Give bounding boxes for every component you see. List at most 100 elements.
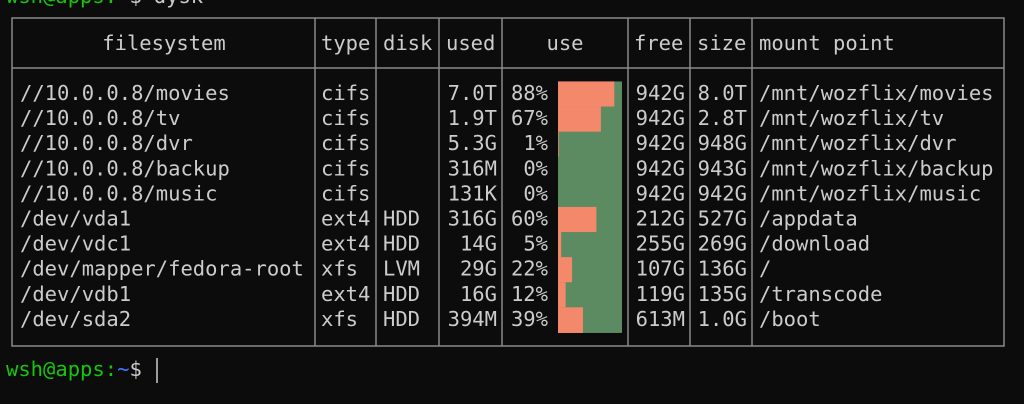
used-cell: 1.9T	[448, 106, 497, 130]
use-percent: 0%	[523, 156, 548, 180]
used-cell: 316M	[448, 156, 497, 180]
column-header: disk	[383, 31, 433, 55]
prompt-user: wsh@apps	[6, 357, 105, 381]
size-cell: 943G	[698, 156, 747, 180]
use-percent: 88%	[511, 81, 549, 105]
used-cell: 5.3G	[448, 131, 497, 155]
mount-cell: /download	[759, 232, 870, 256]
column-header: size	[697, 31, 746, 55]
free-cell: 119G	[636, 282, 685, 306]
column-header: free	[634, 31, 683, 55]
column-header: filesystem	[102, 31, 225, 55]
mount-cell: /transcode	[759, 282, 882, 306]
disk-cell: HDD	[383, 282, 420, 306]
size-cell: 527G	[698, 207, 747, 231]
usage-bar-track	[558, 282, 622, 308]
column-header: use	[546, 31, 583, 55]
prompt-symbol: $	[129, 357, 141, 381]
use-percent: 12%	[511, 282, 549, 306]
use-percent: 67%	[511, 106, 549, 130]
mount-cell: /boot	[759, 307, 821, 331]
mount-cell: /appdata	[759, 207, 858, 231]
column-header: type	[321, 31, 370, 55]
used-cell: 131K	[448, 181, 498, 205]
type-cell: cifs	[321, 106, 370, 130]
filesystem-cell: /dev/mapper/fedora-root	[20, 257, 304, 281]
free-cell: 255G	[636, 232, 685, 256]
prompt-path: ~	[117, 357, 129, 381]
use-percent: 5%	[523, 232, 548, 256]
used-cell: 14G	[460, 232, 497, 256]
size-cell: 8.0T	[698, 81, 747, 105]
filesystem-cell: //10.0.0.8/music	[20, 181, 217, 205]
size-cell: 2.8T	[698, 106, 747, 130]
mount-cell: /	[759, 257, 771, 281]
filesystem-cell: //10.0.0.8/backup	[20, 156, 230, 180]
size-cell: 1.0G	[698, 307, 747, 331]
use-percent: 60%	[511, 207, 549, 231]
table-border	[11, 17, 1005, 347]
size-cell: 269G	[698, 232, 747, 256]
column-header: used	[446, 31, 495, 55]
prompt-path: ~	[117, 0, 129, 8]
disk-cell: HDD	[383, 232, 420, 256]
filesystem-cell: //10.0.0.8/dvr	[20, 131, 193, 155]
prompt-sep: :	[105, 0, 117, 8]
usage-bar	[558, 282, 566, 308]
use-percent: 39%	[511, 307, 549, 331]
size-cell: 136G	[698, 257, 747, 281]
mount-cell: /mnt/wozflix/dvr	[759, 131, 956, 155]
type-cell: xfs	[321, 257, 358, 281]
free-cell: 942G	[636, 81, 685, 105]
size-cell: 135G	[698, 282, 747, 306]
prompt: wsh@apps:~$	[6, 357, 142, 381]
used-cell: 16G	[460, 282, 497, 306]
size-cell: 942G	[698, 181, 747, 205]
prompt-sep: :	[105, 357, 117, 381]
free-cell: 212G	[636, 207, 685, 231]
type-cell: xfs	[321, 307, 358, 331]
usage-bar-track	[558, 181, 622, 208]
type-cell: cifs	[321, 131, 370, 155]
usage-bar	[558, 131, 559, 158]
filesystem-cell: //10.0.0.8/movies	[20, 81, 230, 105]
use-percent: 22%	[511, 257, 549, 281]
prompt-symbol: $	[129, 0, 141, 8]
prompt-user: wsh@apps	[6, 0, 105, 8]
usage-bar-track	[558, 131, 622, 158]
size-cell: 948G	[698, 131, 747, 155]
used-cell: 394M	[448, 307, 497, 331]
filesystem-cell: /dev/vdc1	[20, 232, 131, 256]
free-cell: 613M	[636, 307, 685, 331]
disk-cell: HDD	[383, 207, 420, 231]
free-cell: 942G	[636, 181, 685, 205]
prompt: wsh@apps:~$ dysk	[6, 0, 204, 8]
free-cell: 942G	[636, 156, 685, 180]
filesystem-cell: /dev/vdb1	[20, 282, 131, 306]
mount-cell: /mnt/wozflix/backup	[759, 156, 994, 180]
usage-bar	[558, 106, 601, 133]
mount-cell: /mnt/wozflix/movies	[759, 81, 994, 105]
filesystem-cell: /dev/vda1	[20, 207, 131, 231]
filesystem-cell: /dev/sda2	[20, 307, 131, 331]
type-cell: ext4	[321, 232, 370, 256]
type-cell: ext4	[321, 207, 370, 231]
disk-cell: HDD	[383, 307, 420, 331]
free-cell: 942G	[636, 131, 685, 155]
type-cell: cifs	[321, 81, 370, 105]
mount-cell: /mnt/wozflix/music	[759, 181, 981, 205]
usage-bar	[558, 81, 615, 108]
table-frame	[11, 17, 1005, 347]
mount-cell: /mnt/wozflix/tv	[759, 106, 944, 130]
used-cell: 7.0T	[448, 81, 497, 105]
type-cell: cifs	[321, 181, 370, 205]
command: dysk	[154, 0, 204, 8]
use-percent: 0%	[523, 181, 548, 205]
column-header: mount point	[759, 31, 895, 55]
usage-bar-track	[558, 232, 622, 258]
usage-bar	[558, 232, 562, 258]
type-cell: ext4	[321, 282, 370, 306]
used-cell: 316G	[448, 207, 497, 231]
